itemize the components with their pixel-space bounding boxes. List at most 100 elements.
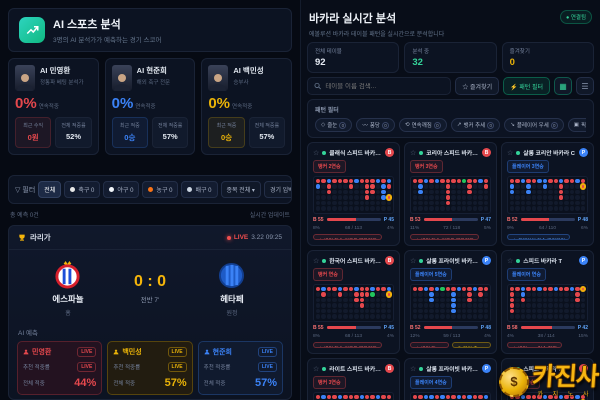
favorite-star-icon[interactable]: ☆	[313, 365, 320, 373]
favorite-star-icon[interactable]: ☆	[507, 257, 514, 265]
pattern-chip[interactable]: ↘ 플레이어 우세 0	[504, 118, 564, 132]
pattern-chip-icon: ◇	[321, 122, 326, 128]
pattern-alert-pill[interactable]: ★ 플레이어 연승 따라가기	[507, 233, 570, 240]
bead-cell	[337, 195, 343, 200]
match-header: 라리가 LIVE 3.22 09:25	[9, 226, 291, 250]
bead-cell	[375, 195, 381, 200]
bead-cell	[456, 189, 461, 195]
prediction-card[interactable]: 민영환 LIVE 추천 적중률 LIVE 전체 적중 44%	[17, 341, 103, 395]
banker-ratio: B 52	[410, 324, 421, 331]
pattern-alert-pill[interactable]: ★ 뱅커 연승 빅로드 따라가기	[410, 233, 479, 240]
pattern-chip[interactable]: ⟲ 연속깨짐 0	[399, 118, 447, 132]
bead-cell	[316, 308, 321, 314]
bead-cell	[510, 189, 515, 195]
baccarat-table-card[interactable]: ☆ 살롱 프라이빗 바카라 A P 플레이어 5연승 B 52 P 48 12% 59 / 1…	[404, 250, 497, 354]
favorite-star-icon[interactable]: ☆	[313, 149, 320, 157]
match-body: 에스파뇰 홈 0 : 0 전반 7' 헤타페 원정	[9, 250, 291, 325]
sport-chip[interactable]: 전체	[38, 181, 62, 198]
bead-cell	[515, 292, 520, 297]
pattern-filter-button[interactable]: ⚡ 패턴 필터	[503, 77, 550, 95]
bead-cell	[520, 189, 526, 195]
prediction-cards: 민영환 LIVE 추천 적중률 LIVE 전체 적중 44% 백민성 LIVE 추천 적중률 LI…	[9, 341, 291, 399]
baccarat-table-card[interactable]: ☆ 클래식 스피드 바카라 A B 뱅커 2연승 B 55 P 45 8% 68 / 113 4…	[307, 142, 400, 246]
pattern-chip[interactable]: 〰 퐁당 0	[356, 118, 395, 132]
pattern-alert-pill[interactable]: ★ 뱅커 연승 빅로드 따라가기	[313, 341, 382, 348]
recent-label: 최근 적중	[119, 123, 140, 129]
bead-cell	[359, 308, 364, 314]
bead-cell	[542, 206, 548, 211]
bead-cell	[553, 287, 558, 292]
category-dropdown[interactable]: 종목 전체 ▾	[220, 181, 261, 198]
total-count-label: 총 예측 0건	[10, 213, 39, 219]
bead-cell	[515, 200, 520, 206]
pattern-chip[interactable]: ◇ 줄눈 0	[315, 118, 353, 132]
analyst-role: 해외 축구 전문	[136, 80, 171, 86]
favorite-star-icon[interactable]: ☆	[507, 149, 514, 157]
bead-cell	[418, 206, 423, 211]
sport-chip[interactable]: 축구 0	[64, 181, 101, 198]
stat-right: 15%	[578, 333, 588, 339]
list-view-icon[interactable]: ☰	[576, 77, 594, 95]
stat-mid: 72 / 118	[443, 225, 461, 231]
match-card[interactable]: 라리가 LIVE 3.22 09:25 에스파뇰	[8, 225, 292, 400]
baccarat-table-card[interactable]: ☆ 살롱 코리안 바카라 C P 플레이어 3연승 B 52 P 48 9% 64 / 110…	[501, 142, 594, 246]
pattern-chip[interactable]: ↗ 뱅커 추세 0	[450, 118, 501, 132]
analyst-card[interactable]: AI 현준희 해외 축구 전문 0% 연속적중 최근 적중 0승 전체 적중률 57%	[104, 58, 196, 155]
pattern-alert-pill[interactable]: ★ 뱅커 10+ 연속 감지	[507, 341, 562, 348]
baccarat-table-card[interactable]: ☆ 한국어 스피드 바카라 B B 뱅커 연승 B 55 P 45 8% 68 / 113 4%…	[307, 250, 400, 354]
bead-cell	[456, 195, 461, 200]
baccarat-table-card[interactable]: ☆ 코리아 스피드 바카라 A B 뱅커 3연승 B 53 P 47 11% 72 / 118…	[404, 142, 497, 246]
search-box[interactable]	[307, 77, 452, 95]
bead-cell	[364, 195, 370, 200]
bead-cell	[370, 189, 375, 195]
pattern-alert-pill[interactable]: ★ 뱅커 전환 감지	[410, 341, 449, 348]
sort-dropdown[interactable]: 경기 임박순 ▾	[263, 181, 291, 198]
bead-cell	[434, 292, 440, 297]
result-badge: P	[482, 256, 491, 265]
bead-cell	[348, 287, 354, 292]
bead-cell	[343, 206, 348, 211]
pattern-alert-pill[interactable]: ⚠ 타이 주의 패턴	[452, 341, 491, 348]
grid-view-icon[interactable]: ▦	[554, 77, 572, 95]
stat-box: 즐겨찾기 0	[501, 42, 594, 73]
prediction-card[interactable]: 현준희 LIVE 추천 적중률 LIVE 전체 적중 57%	[197, 341, 283, 395]
pattern-alert-pill[interactable]: ★ 뱅커 연승 빅로드 따라가기	[313, 233, 382, 240]
stat-label: 전체 테이블	[315, 49, 342, 55]
bead-cell	[483, 179, 489, 184]
favorite-star-icon[interactable]: ☆	[410, 149, 417, 157]
prediction-card[interactable]: 백민성 LIVE 추천 적중률 LIVE 전체 적중 57%	[107, 341, 193, 395]
favorites-button[interactable]: ☆ 즐겨찾기	[455, 77, 500, 95]
analyst-card[interactable]: AI 백민성 승부사 0% 연속적중 최근 적중 0승 전체 적중률 57%	[201, 58, 293, 155]
bead-cell	[461, 297, 467, 303]
sport-chip[interactable]: 배구 0	[181, 181, 218, 198]
bead-cell	[515, 297, 520, 303]
baccarat-table-card[interactable]: ☆ 스피드 바카라 T P 플레이어 연승 B 58 P 42 4% 38 / 114 15% ★…	[501, 250, 594, 354]
bead-cell	[343, 179, 348, 184]
favorite-star-icon[interactable]: ☆	[410, 365, 417, 373]
sport-chip[interactable]: 농구 0	[142, 181, 179, 198]
bead-cell	[467, 292, 472, 297]
bead-cell	[531, 292, 537, 297]
sport-chip[interactable]: 야구 0	[103, 181, 140, 198]
favorite-star-icon[interactable]: ☆	[313, 257, 320, 265]
bead-cell	[359, 189, 364, 195]
recommend-label: 추천 적중률	[203, 365, 231, 371]
favorite-star-icon[interactable]: ☆	[410, 257, 417, 265]
analyst-card[interactable]: AI 민영환 정통파 베팅 분석가 0% 연속적중 최근 수익 0원 전체 적중률 52%	[8, 58, 99, 155]
pattern-chip[interactable]: ▣픽신0	[567, 118, 586, 132]
analyst-total-box: 전체 적중률 57%	[248, 117, 286, 148]
bead-cell	[483, 287, 489, 292]
bead-cell	[364, 297, 370, 303]
bead-cell	[364, 206, 370, 211]
bead-cell	[348, 179, 354, 184]
bead-cell	[413, 303, 418, 308]
bead-cell	[461, 184, 467, 189]
bead-cell	[510, 195, 515, 200]
search-input[interactable]	[325, 82, 445, 90]
result-badge: B	[385, 256, 394, 265]
bead-cell	[537, 292, 542, 297]
bead-cell	[434, 200, 440, 206]
